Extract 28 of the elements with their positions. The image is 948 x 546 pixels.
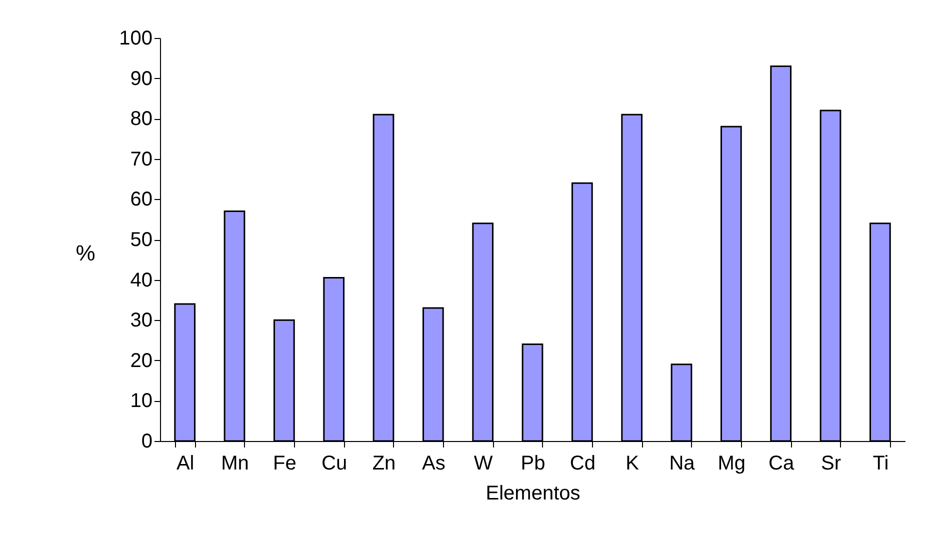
y-tick-label: 100 [119, 28, 152, 50]
y-tick-label: 40 [130, 269, 152, 292]
y-tick-label: 50 [130, 229, 152, 251]
x-tick-label: Fe [272, 452, 296, 474]
x-tick-label: K [626, 452, 640, 474]
y-tick-label: 60 [130, 188, 152, 211]
x-tick-label: Na [669, 452, 696, 474]
x-tick-label: Al [176, 452, 194, 474]
y-tick-label: 80 [130, 108, 152, 130]
x-tick-label: Zn [372, 452, 396, 474]
x-tick-label: Mn [221, 452, 249, 474]
x-tick-label: As [422, 452, 446, 474]
x-tick-label: Ti [872, 452, 889, 474]
y-tick-label: 30 [130, 310, 152, 332]
x-axis-title: Elementos [486, 482, 580, 504]
y-tick-label: 70 [130, 148, 152, 170]
x-tick-label: Pb [520, 452, 546, 474]
x-tick-label: Cu [322, 452, 348, 474]
x-tick-label: Cd [570, 452, 596, 474]
x-tick-label: Sr [821, 452, 842, 474]
y-tick-label: 10 [130, 390, 152, 412]
x-tick-label: Mg [718, 452, 746, 474]
y-tick-label: 20 [130, 350, 152, 372]
x-tick-label: Ca [768, 452, 795, 474]
y-tick-label: 0 [141, 430, 152, 452]
y-tick-label: 90 [130, 68, 152, 90]
y-axis-title: % [76, 240, 96, 266]
x-tick-label: W [474, 452, 493, 474]
